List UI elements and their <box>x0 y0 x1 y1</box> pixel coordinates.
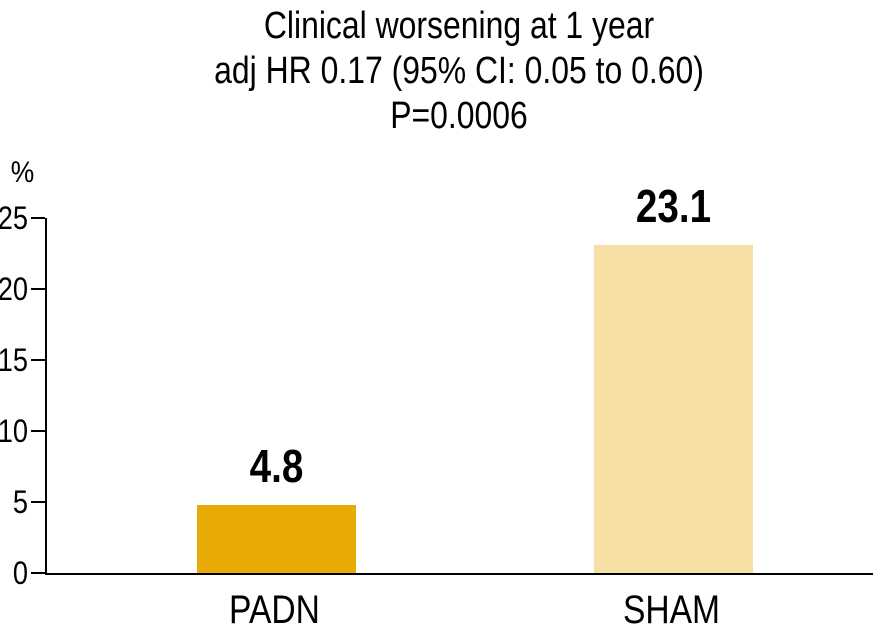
y-tick-label: 0 <box>12 555 28 591</box>
value-label-sham: 23.1 <box>635 179 712 232</box>
chart-title-block: Clinical worsening at 1 year adj HR 0.17… <box>45 4 873 139</box>
y-axis-ticks: 0 5 10 15 20 25 <box>0 202 45 589</box>
y-tick-mark <box>31 572 45 574</box>
y-tick-label: 15 <box>0 342 28 378</box>
bar-padn <box>197 504 356 573</box>
y-tick-mark <box>31 359 45 361</box>
y-tick-mark <box>31 430 45 432</box>
y-tick-label: 5 <box>12 484 28 520</box>
y-tick-mark <box>31 501 45 503</box>
chart-subtitle-pvalue: P=0.0006 <box>390 95 528 137</box>
y-tick-label: 25 <box>0 200 28 236</box>
y-tick-label: 20 <box>0 271 28 307</box>
category-label-padn: PADN <box>229 588 320 632</box>
y-tick-mark <box>31 288 45 290</box>
y-axis-unit-label: % <box>10 156 35 189</box>
bar-sham <box>594 244 753 573</box>
y-tick-label: 10 <box>0 413 28 449</box>
chart-subtitle-hr: adj HR 0.17 (95% CI: 0.05 to 0.60) <box>214 50 704 92</box>
plot-area: 4.8 23.1 <box>45 183 873 575</box>
category-label-sham: SHAM <box>622 588 721 632</box>
chart-title: Clinical worsening at 1 year <box>263 5 655 47</box>
y-tick-mark <box>31 217 45 219</box>
value-label-padn: 4.8 <box>249 439 304 492</box>
